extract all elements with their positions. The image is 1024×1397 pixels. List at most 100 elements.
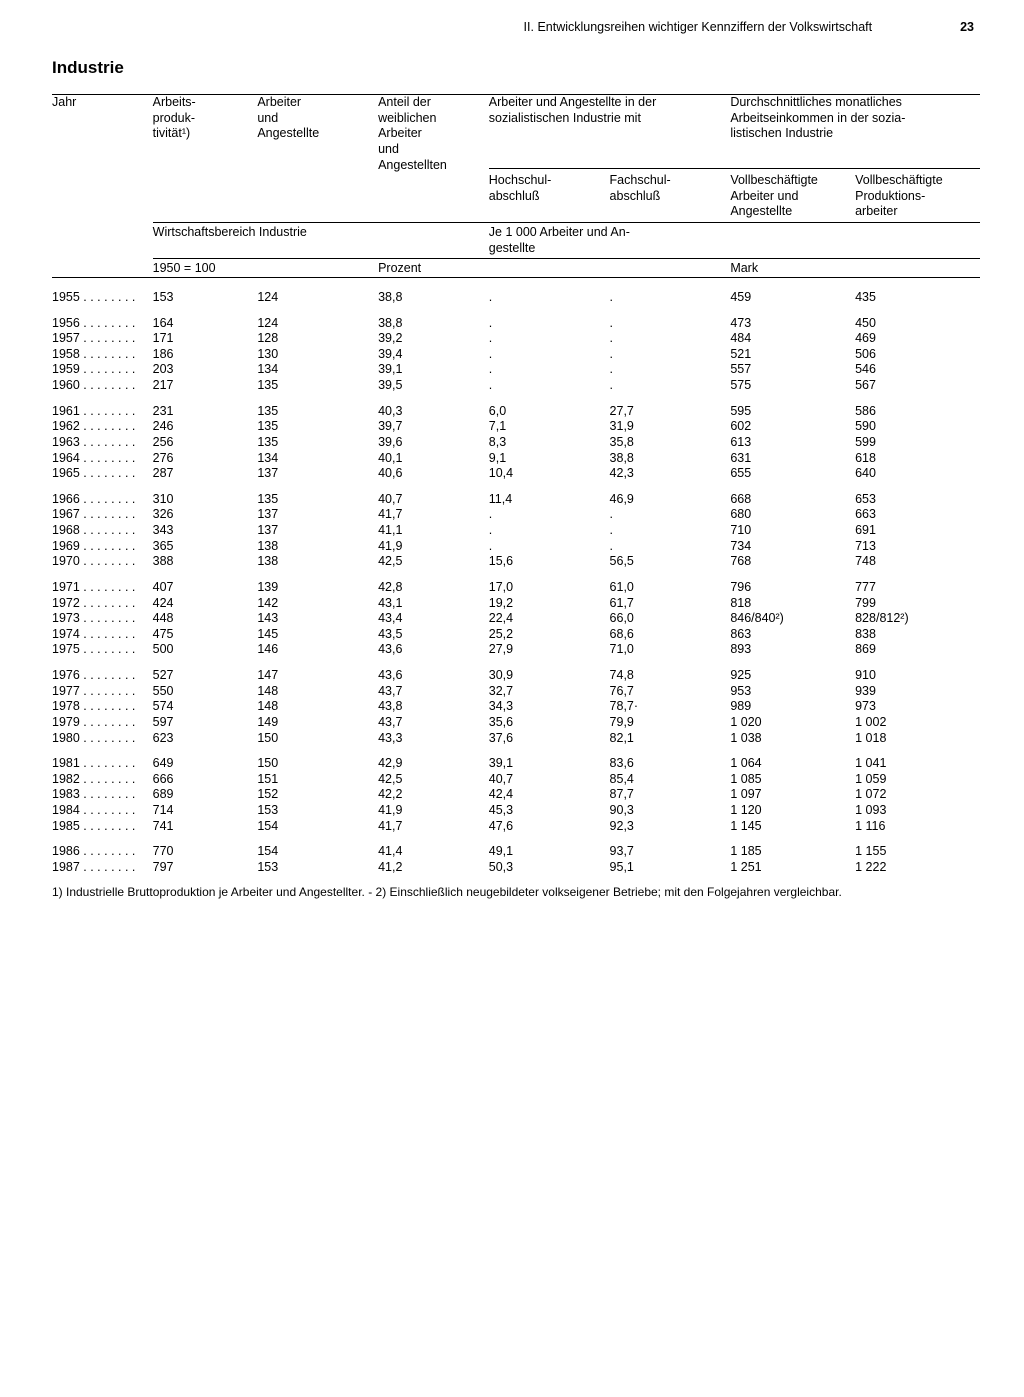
table-row: 196427613440,19,138,8631618: [52, 451, 980, 467]
cell-hs: .: [489, 507, 610, 523]
table-row: 196224613539,77,131,9602590: [52, 419, 980, 435]
cell-pct: 43,8: [378, 699, 489, 715]
sub-rule-1: [52, 166, 980, 174]
cell-inc1: 1 085: [730, 772, 855, 788]
cell-inc2: 506: [855, 347, 980, 363]
block-gap: [52, 482, 980, 492]
header-row-1: Jahr Arbeits- produk- tivität¹) Arbeiter…: [52, 95, 980, 166]
cell-inc2: 1 093: [855, 803, 980, 819]
cell-inc2: 939: [855, 684, 980, 700]
cell-prod: 424: [153, 596, 258, 612]
hdr-inc1: Vollbeschäftigte Arbeiter und Angestellt…: [730, 173, 855, 220]
cell-fs: 79,9: [610, 715, 731, 731]
cell-pct: 41,1: [378, 523, 489, 539]
cell-pct: 40,3: [378, 404, 489, 420]
cell-inc1: 818: [730, 596, 855, 612]
cell-hs: 47,6: [489, 819, 610, 835]
cell-fs: 27,7: [610, 404, 731, 420]
cell-emp: 151: [257, 772, 378, 788]
cell-year: 1986: [52, 844, 153, 860]
cell-pct: 38,8: [378, 290, 489, 306]
cell-inc1: 613: [730, 435, 855, 451]
table-row: 196936513841,9..734713: [52, 539, 980, 555]
cell-inc1: 473: [730, 316, 855, 332]
table-body: 195515312438,8..459435195616412438,8..47…: [52, 278, 980, 876]
cell-inc2: 748: [855, 554, 980, 570]
cell-year: 1978: [52, 699, 153, 715]
cell-fs: 61,7: [610, 596, 731, 612]
cell-year: 1973: [52, 611, 153, 627]
table-row: 197550014643,627,971,0893869: [52, 642, 980, 658]
cell-year: 1966: [52, 492, 153, 508]
cell-fs: 82,1: [610, 731, 731, 747]
cell-inc2: 910: [855, 668, 980, 684]
data-table: Jahr Arbeits- produk- tivität¹) Arbeiter…: [52, 94, 980, 876]
cell-emp: 150: [257, 731, 378, 747]
cell-inc1: 1 064: [730, 756, 855, 772]
cell-pct: 43,4: [378, 611, 489, 627]
cell-prod: 623: [153, 731, 258, 747]
cell-inc1: 1 038: [730, 731, 855, 747]
cell-emp: 145: [257, 627, 378, 643]
cell-prod: 741: [153, 819, 258, 835]
cell-inc2: 590: [855, 419, 980, 435]
cell-prod: 714: [153, 803, 258, 819]
block-gap: [52, 746, 980, 756]
table-row: 196834313741,1..710691: [52, 523, 980, 539]
cell-prod: 550: [153, 684, 258, 700]
cell-inc1: 602: [730, 419, 855, 435]
cell-year: 1963: [52, 435, 153, 451]
cell-prod: 407: [153, 580, 258, 596]
cell-fs: .: [610, 290, 731, 306]
cell-inc2: 838: [855, 627, 980, 643]
cell-pct: 42,5: [378, 772, 489, 788]
cell-inc2: 1 222: [855, 860, 980, 876]
cell-prod: 649: [153, 756, 258, 772]
cell-prod: 171: [153, 331, 258, 347]
hdr-year: Jahr: [52, 95, 153, 166]
cell-inc1: 1 020: [730, 715, 855, 731]
cell-emp: 153: [257, 803, 378, 819]
cell-emp: 138: [257, 539, 378, 555]
cell-emp: 152: [257, 787, 378, 803]
table-row: 197242414243,119,261,7818799: [52, 596, 980, 612]
cell-prod: 365: [153, 539, 258, 555]
cell-hs: .: [489, 378, 610, 394]
cell-year: 1972: [52, 596, 153, 612]
cell-inc2: 469: [855, 331, 980, 347]
cell-inc2: 450: [855, 316, 980, 332]
cell-inc1: 595: [730, 404, 855, 420]
table-row: 198266615142,540,785,41 0851 059: [52, 772, 980, 788]
cell-hs: 34,3: [489, 699, 610, 715]
cell-inc1: 1 145: [730, 819, 855, 835]
table-row: 195920313439,1..557546: [52, 362, 980, 378]
cell-pct: 41,2: [378, 860, 489, 876]
table-row: 196325613539,68,335,8613599: [52, 435, 980, 451]
cell-fs: .: [610, 331, 731, 347]
cell-pct: 43,6: [378, 668, 489, 684]
cell-emp: 134: [257, 362, 378, 378]
cell-pct: 39,5: [378, 378, 489, 394]
cell-fs: 61,0: [610, 580, 731, 596]
cell-emp: 147: [257, 668, 378, 684]
cell-emp: 124: [257, 290, 378, 306]
units-row: 1950 = 100 Prozent Mark: [52, 261, 980, 277]
cell-pct: 43,1: [378, 596, 489, 612]
cell-year: 1962: [52, 419, 153, 435]
cell-inc2: 567: [855, 378, 980, 394]
cell-inc1: 668: [730, 492, 855, 508]
cell-emp: 150: [257, 756, 378, 772]
table-row: 197038813842,515,656,5768748: [52, 554, 980, 570]
cell-inc1: 893: [730, 642, 855, 658]
cell-emp: 139: [257, 580, 378, 596]
cell-inc2: 713: [855, 539, 980, 555]
hdr-fs: Fachschul- abschluß: [610, 173, 731, 220]
cell-inc1: 1 185: [730, 844, 855, 860]
cell-year: 1968: [52, 523, 153, 539]
cell-emp: 134: [257, 451, 378, 467]
cell-fs: 46,9: [610, 492, 731, 508]
cell-fs: 56,5: [610, 554, 731, 570]
cell-emp: 135: [257, 419, 378, 435]
cell-emp: 137: [257, 523, 378, 539]
table-row: 198779715341,250,395,11 2511 222: [52, 860, 980, 876]
